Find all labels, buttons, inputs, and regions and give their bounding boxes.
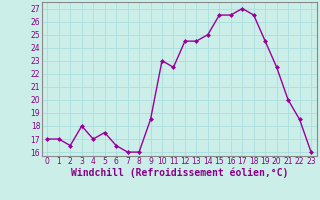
X-axis label: Windchill (Refroidissement éolien,°C): Windchill (Refroidissement éolien,°C) <box>70 168 288 178</box>
